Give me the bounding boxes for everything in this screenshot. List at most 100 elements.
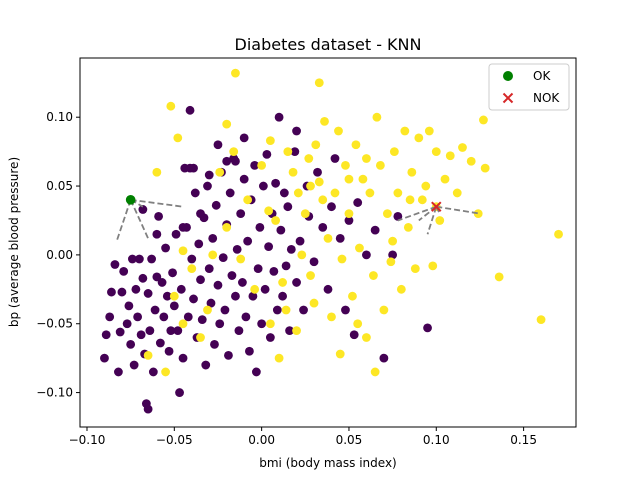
data-point-class-1	[473, 209, 483, 218]
data-point-class-1	[161, 367, 170, 377]
data-point-class-0	[335, 233, 345, 243]
data-point-class-0	[166, 326, 176, 336]
data-point-class-0	[309, 257, 319, 267]
data-point-class-1	[265, 319, 275, 329]
data-point-class-0	[281, 261, 291, 271]
legend-ok-marker	[503, 71, 513, 81]
data-point-class-1	[410, 264, 420, 274]
data-point-class-1	[353, 319, 363, 329]
data-point-class-0	[279, 188, 289, 198]
data-point-class-0	[265, 333, 275, 342]
chart-title: Diabetes dataset - KNN	[235, 35, 422, 54]
neighbor-line-ok	[115, 199, 132, 242]
data-point-class-1	[314, 78, 324, 88]
legend-nok-label: NOK	[533, 91, 560, 105]
data-point-class-1	[424, 126, 434, 136]
data-point-class-0	[313, 167, 322, 177]
data-point-class-0	[353, 198, 363, 207]
data-point-class-1	[178, 319, 188, 329]
data-point-class-1	[323, 233, 333, 243]
data-point-class-1	[362, 333, 371, 342]
legend: OK NOK	[488, 63, 570, 111]
data-point-class-1	[203, 305, 212, 315]
data-point-class-1	[417, 195, 427, 205]
data-point-class-0	[185, 105, 195, 115]
data-point-class-1	[480, 163, 490, 173]
data-point-class-0	[133, 312, 143, 322]
y-axis-label: bp (average blood pressure)	[7, 157, 21, 327]
data-point-class-1	[264, 206, 274, 216]
data-point-class-1	[222, 222, 232, 232]
data-point-class-0	[117, 287, 127, 297]
data-point-class-0	[295, 236, 305, 246]
data-point-class-0	[225, 188, 235, 198]
data-point-class-1	[166, 101, 176, 111]
data-point-class-0	[122, 319, 132, 329]
x-tick-label: 0.00	[248, 433, 275, 447]
data-point-class-1	[274, 353, 284, 363]
data-point-class-1	[372, 112, 382, 122]
data-point-class-0	[176, 284, 186, 294]
data-point-class-0	[155, 338, 165, 348]
data-point-class-1	[479, 115, 488, 125]
data-point-class-0	[283, 202, 293, 212]
data-point-class-0	[213, 140, 223, 150]
data-point-class-1	[292, 326, 301, 336]
data-point-class-1	[231, 68, 240, 78]
data-point-class-0	[154, 211, 163, 221]
data-point-class-1	[320, 116, 329, 126]
data-point-class-0	[197, 315, 207, 324]
data-point-class-1	[414, 133, 424, 143]
y-tick-label: −0.05	[36, 317, 73, 331]
data-point-class-1	[309, 298, 319, 308]
data-point-class-0	[276, 225, 286, 235]
data-point-class-0	[138, 205, 148, 214]
data-point-class-0	[175, 388, 184, 397]
data-point-class-0	[218, 253, 228, 263]
data-point-class-0	[190, 188, 200, 198]
data-point-class-0	[239, 174, 249, 184]
data-point-class-0	[423, 323, 432, 333]
data-point-class-1	[143, 351, 153, 360]
data-point-class-1	[369, 271, 378, 280]
data-point-class-0	[248, 291, 258, 301]
data-point-class-0	[215, 319, 225, 329]
query-point-ok	[125, 195, 136, 205]
data-point-class-1	[382, 209, 392, 218]
data-point-class-1	[400, 126, 410, 136]
data-point-class-0	[299, 305, 308, 315]
data-point-class-0	[341, 305, 350, 315]
data-point-class-0	[232, 244, 242, 254]
data-point-class-1	[281, 305, 291, 315]
data-point-class-0	[143, 404, 153, 414]
data-point-class-0	[264, 242, 274, 252]
x-tick-label: −0.10	[69, 433, 106, 447]
data-point-class-0	[178, 222, 188, 232]
data-point-class-1	[335, 349, 345, 359]
data-point-class-0	[178, 353, 188, 363]
data-point-class-0	[115, 327, 125, 337]
data-point-class-1	[196, 333, 205, 342]
data-point-class-1	[421, 181, 431, 191]
data-point-class-1	[304, 154, 314, 163]
data-point-class-0	[203, 181, 212, 191]
x-axis-label: bmi (body mass index)	[259, 456, 397, 470]
data-point-class-0	[241, 312, 251, 322]
data-point-class-1	[435, 216, 445, 225]
data-point-class-0	[278, 291, 287, 301]
data-point-class-0	[362, 250, 371, 260]
data-point-class-0	[168, 268, 177, 278]
data-point-class-0	[292, 126, 301, 136]
data-point-class-1	[278, 278, 287, 287]
data-point-class-1	[243, 195, 253, 205]
data-point-class-0	[124, 301, 134, 311]
data-point-class-1	[314, 177, 324, 187]
axis-ticks: −0.10 −0.05 0.00 0.05 0.10 0.15 −0.10 −0.05 0.00…	[36, 110, 537, 447]
data-point-class-0	[131, 284, 141, 294]
data-point-class-0	[143, 289, 153, 298]
data-point-class-0	[187, 254, 197, 264]
data-point-class-0	[330, 154, 340, 163]
data-point-class-0	[145, 326, 155, 336]
data-point-class-0	[255, 222, 265, 232]
